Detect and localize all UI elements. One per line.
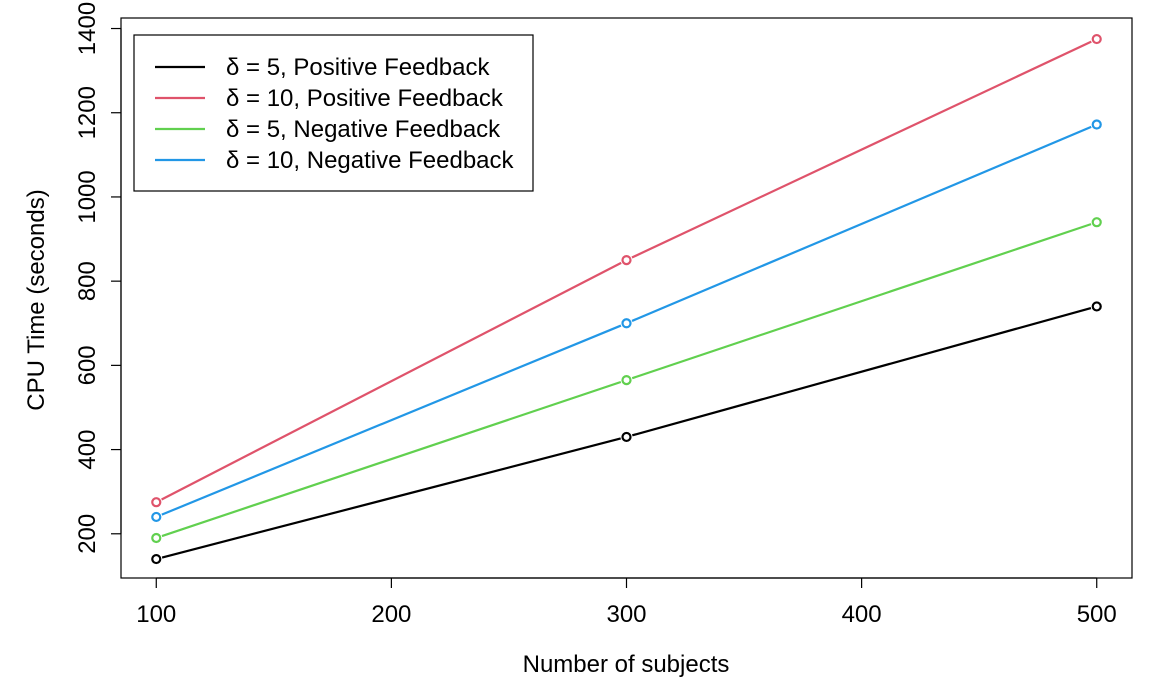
x-tick-label: 500 [1077,601,1117,628]
data-point [621,431,632,443]
data-point [151,532,162,544]
series-line-segment [631,125,1092,322]
y-axis: 200 400 600 800 1000 1200 1400 [74,2,122,554]
legend-label: δ = 10, Negative Feedback [226,147,515,174]
series-4 [151,119,1102,523]
legend-box [133,34,534,192]
series-line-segment [161,324,622,516]
data-point [621,318,632,329]
data-point [621,375,632,386]
data-point [1091,33,1102,45]
data-point [151,511,162,523]
data-point [621,255,632,266]
y-tick-label: 1400 [74,2,101,55]
y-tick-label: 1000 [74,170,101,223]
data-point [1091,119,1102,130]
x-tick-label: 200 [371,601,411,628]
y-tick-label: 600 [74,345,101,385]
y-tick-label: 1200 [74,86,101,139]
series-line-segment [161,437,621,559]
series-3 [151,217,1102,544]
series-line-segment [161,261,622,501]
series-line-segment [161,380,622,538]
x-tick-label: 300 [606,601,646,628]
series-2 [151,33,1102,508]
data-point [151,553,162,565]
series-line-segment [631,223,1092,380]
legend-label: δ = 10, Positive Feedback [226,85,504,112]
y-axis-label: CPU Time (seconds) [23,189,50,410]
y-tick-label: 800 [74,261,101,301]
y-tick-label: 200 [74,514,101,554]
x-axis-label: Number of subjects [523,651,730,678]
data-point [1091,301,1102,312]
y-tick-label: 400 [74,430,101,470]
legend-label: δ = 5, Positive Feedback [226,54,490,81]
series-1 [151,301,1102,565]
data-point [1091,217,1102,228]
legend-label: δ = 5, Negative Feedback [226,116,501,143]
x-tick-label: 100 [136,601,176,628]
x-axis: 100 200 300 400 500 [136,577,1117,628]
data-point [151,497,162,508]
series-layer [151,33,1102,565]
legend: δ = 5, Positive Feedback δ = 10, Positive… [133,34,534,192]
series-line-segment [631,306,1092,437]
x-tick-label: 400 [842,601,882,628]
series-line-segment [631,40,1092,259]
